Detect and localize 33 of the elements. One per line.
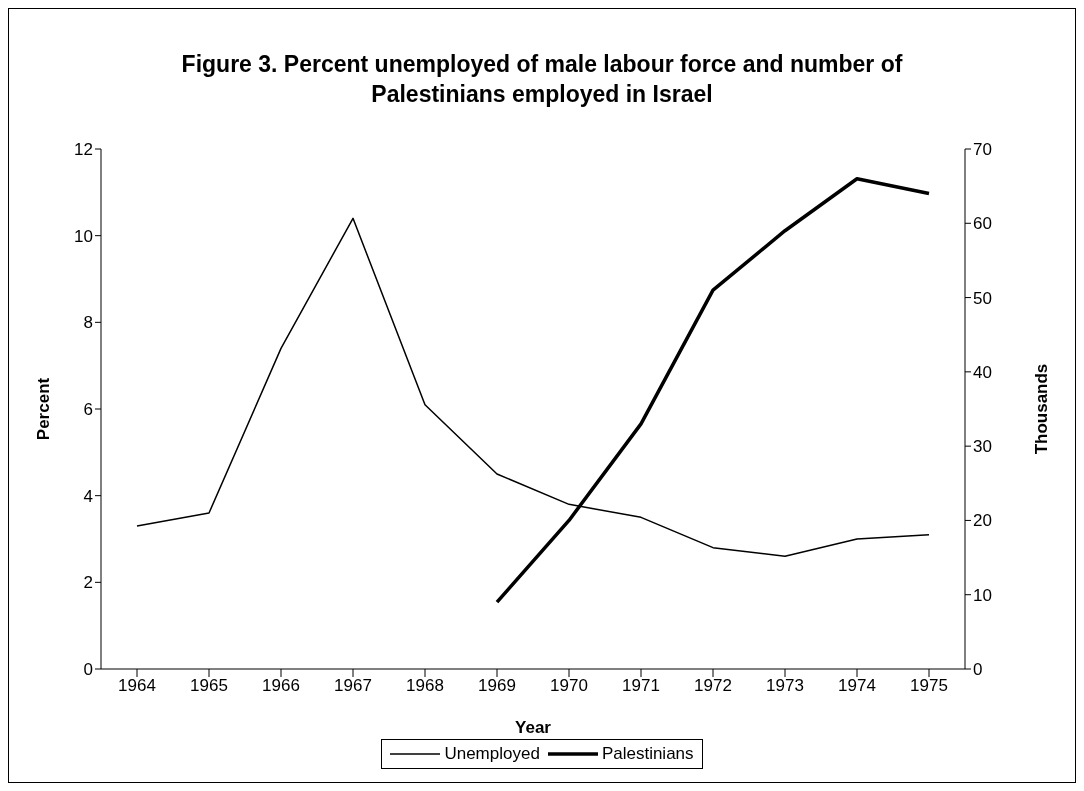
y2-tick-label: 0 xyxy=(973,660,983,680)
y-tick-label: 0 xyxy=(83,660,93,680)
x-tick-label: 1964 xyxy=(118,676,156,696)
y-tick-label: 4 xyxy=(83,486,93,506)
y-tick-label: 8 xyxy=(83,313,93,333)
x-tick-label: 1969 xyxy=(478,676,516,696)
x-tick-label: 1970 xyxy=(550,676,588,696)
x-tick-label: 1974 xyxy=(838,676,876,696)
x-tick-label: 1972 xyxy=(694,676,732,696)
x-axis-title: Year xyxy=(515,718,552,737)
y-tick-label: 2 xyxy=(83,573,93,593)
y2-tick-label: 40 xyxy=(973,362,992,382)
x-tick-label: 1965 xyxy=(190,676,228,696)
x-tick-label: 1975 xyxy=(910,676,948,696)
x-tick-label: 1967 xyxy=(334,676,372,696)
y-tick-label: 12 xyxy=(74,140,93,160)
y2-tick-label: 30 xyxy=(973,437,992,457)
y2-tick-label: 50 xyxy=(973,288,992,308)
x-tick-label: 1966 xyxy=(262,676,300,696)
legend-label: Palestinians xyxy=(601,744,694,764)
y2-tick-label: 20 xyxy=(973,511,992,531)
y-tick-label: 6 xyxy=(83,400,93,420)
y2-tick-label: 70 xyxy=(973,140,992,160)
y2-tick-label: 60 xyxy=(973,214,992,234)
x-tick-label: 1973 xyxy=(766,676,804,696)
y2-tick-label: 10 xyxy=(973,585,992,605)
y-axis-title: Percent xyxy=(34,377,54,441)
chart-title: Figure 3. Percent unemployed of male labour force and number of Palestinians employed in Israel xyxy=(180,50,904,109)
legend-label: Unemployed xyxy=(444,744,540,764)
y2-axis-title: Thousands xyxy=(1032,363,1052,455)
x-tick-label: 1968 xyxy=(406,676,444,696)
x-tick-label: 1971 xyxy=(622,676,660,696)
y-tick-label: 10 xyxy=(74,226,93,246)
